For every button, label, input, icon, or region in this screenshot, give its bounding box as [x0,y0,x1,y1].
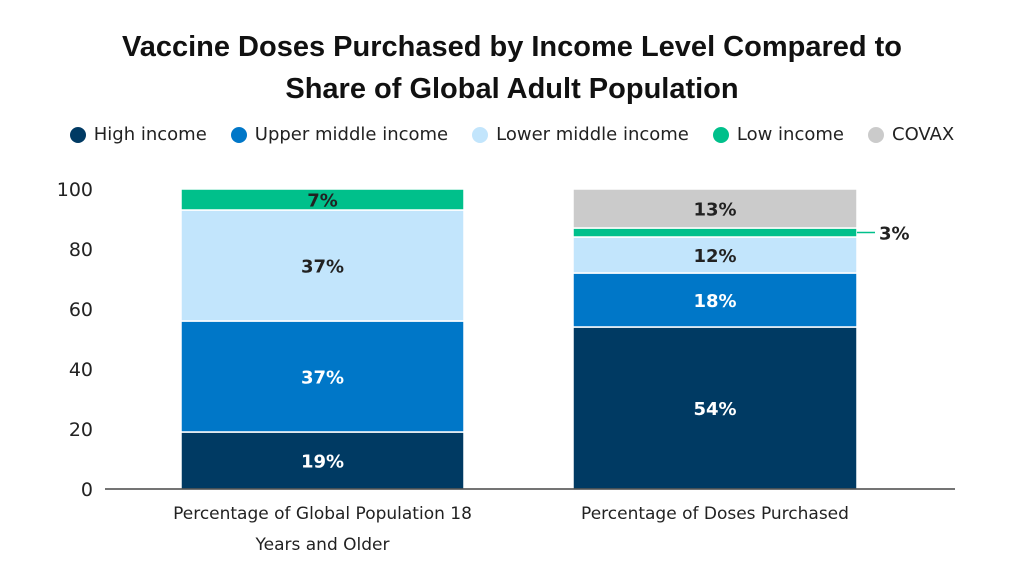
bar-segment [572,326,858,490]
y-tick-label: 40 [69,359,93,381]
data-label: 19% [301,452,344,473]
legend-swatch [69,126,86,143]
legend-item: Lower middle income [472,124,689,145]
chart-title-line-1: Vaccine Doses Purchased by Income Level … [121,31,903,63]
bar-segment [572,236,858,274]
legend-swatch [868,126,884,143]
legend-item: Low income [712,124,844,145]
legend-label: Lower middle income [496,124,689,145]
data-label: 7% [307,191,338,212]
bar-segment [180,209,465,322]
bar-segment [572,227,858,238]
legend-label: High income [93,124,207,145]
bar-segment [572,188,858,229]
legend-swatch [230,126,247,143]
legend-item: High income [69,124,207,145]
x-category-label: Percentage of Global Population 18 [173,504,472,524]
data-label: 37% [301,257,344,278]
bar-segment [180,431,465,490]
legend-label: Upper middle income [254,124,449,145]
legend-swatch [472,126,489,143]
legend: High income Upper middle income Lower midd… [0,124,1024,145]
data-label: 18% [693,291,736,312]
y-tick-label: 0 [81,479,93,501]
y-tick-label: 60 [69,299,93,321]
data-label: 3% [879,224,910,245]
y-tick-label: 20 [69,419,93,441]
data-label: 54% [693,399,736,420]
chart-title-line-2: Share of Global Adult Population [285,73,739,105]
legend-swatch [712,126,729,143]
bar-segment [180,320,465,433]
legend-item: Upper middle income [230,124,449,145]
x-category-label: Years and Older [255,535,390,555]
y-tick-label: 100 [57,179,93,201]
bar-segment [180,188,465,211]
data-label: 13% [693,200,736,221]
x-category-label: Percentage of Doses Purchased [581,504,849,524]
data-label: 12% [693,246,736,267]
y-tick-label: 80 [69,239,93,261]
legend-item: COVAX [868,124,954,145]
legend-label: COVAX [892,124,955,145]
legend-label: Low income [736,124,844,145]
chart-title: Vaccine Doses Purchased by Income Level … [0,26,1024,110]
data-label: 37% [301,368,344,389]
